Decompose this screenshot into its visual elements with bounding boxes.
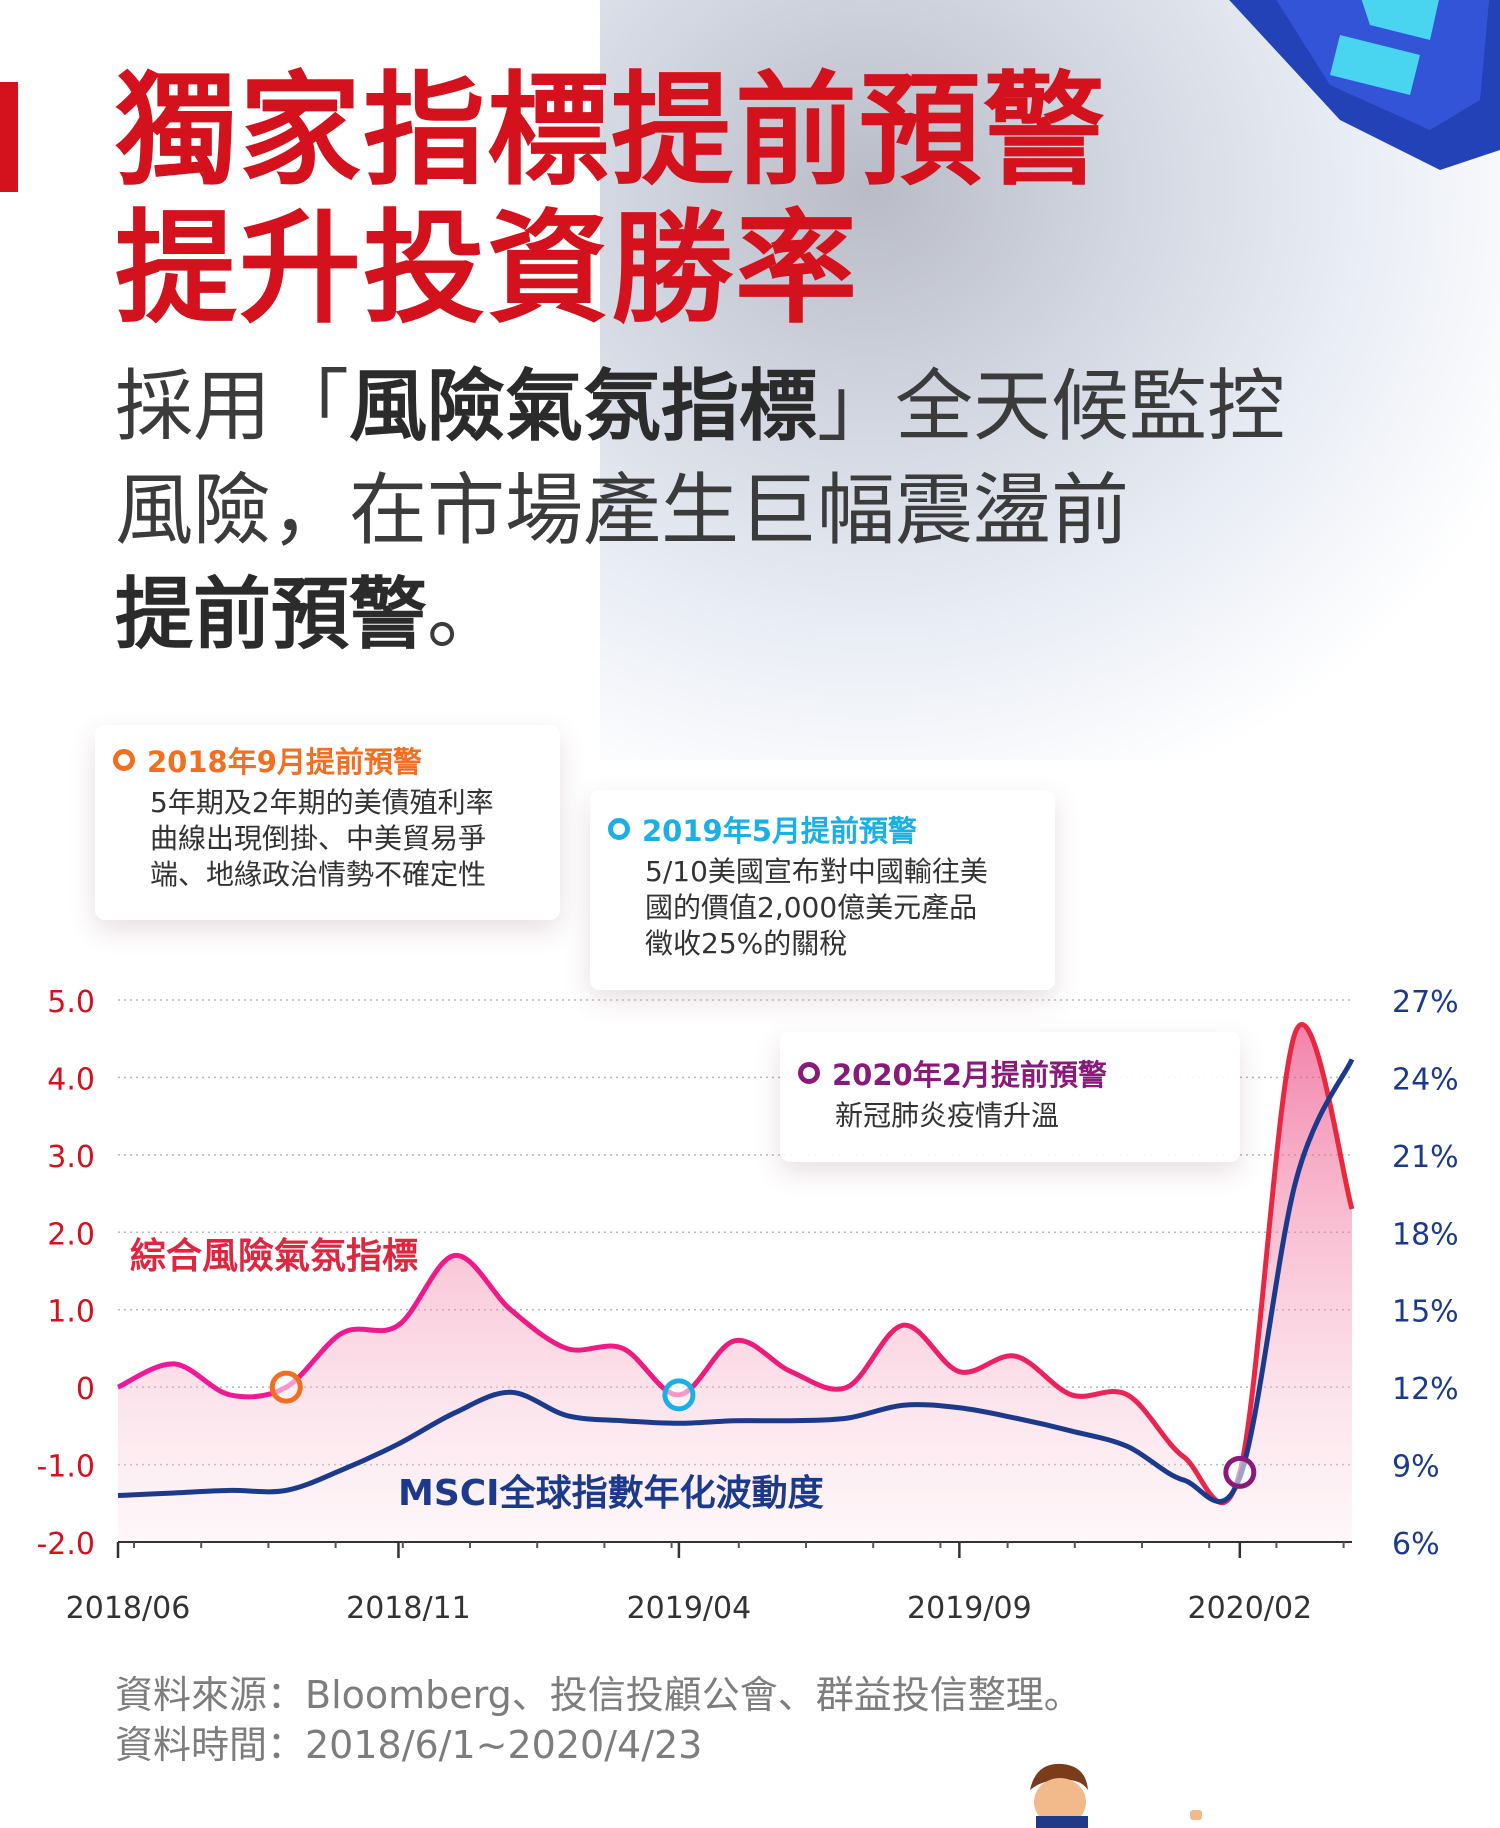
callout-line: 5/10美國宣布對中國輸往美 — [645, 855, 988, 888]
risk-volatility-chart: 5.0 4.0 3.0 2.0 1.0 0 -1.0 -2.0 27% 24% 21% 18% 15%… — [36, 985, 1459, 1626]
background-glow — [600, 0, 1500, 760]
ring-marker-icon — [798, 1062, 820, 1084]
right-axis-tick-label: 27% — [1392, 985, 1459, 1020]
x-axis-tick-label: 2020/02 — [1187, 1591, 1312, 1626]
page-title-line-1: 獨家指標提前預警 — [115, 60, 1107, 202]
left-axis-tick-label: -2.0 — [36, 1527, 95, 1562]
lead-text: 採用「 — [115, 362, 350, 452]
lead-paragraph: 採用「風險氣氛指標」全天候監控 風險，在市場產生巨幅震盪前 提前預警。 — [115, 355, 1415, 667]
callout-body: 新冠肺炎疫情升溫 — [798, 1098, 1222, 1134]
lead-highlight: 提前預警 — [115, 570, 428, 660]
left-axis-tick-label: 5.0 — [47, 985, 95, 1020]
callout-title: 2020年2月提前預警 — [798, 1052, 1222, 1094]
callout-2019-may: 2019年5月提前預警 5/10美國宣布對中國輸往美 國的價值2,000億美元產… — [590, 790, 1055, 990]
title-accent-bar — [0, 82, 18, 192]
right-axis-tick-label: 15% — [1392, 1295, 1459, 1330]
callout-line: 曲線出現倒掛、中美貿易爭 — [150, 822, 487, 855]
series-layer — [116, 1022, 1355, 1542]
left-axis-tick-label: 1.0 — [47, 1295, 95, 1330]
callout-line: 端、地緣政治情勢不確定性 — [150, 858, 487, 891]
callout-title: 2018年9月提前預警 — [113, 739, 542, 781]
lead-text: 風險，在市場產生巨幅震盪前 — [115, 466, 1130, 556]
risk-index-area — [118, 1024, 1352, 1542]
right-axis-tick-label: 6% — [1392, 1527, 1440, 1562]
left-axis-tick-label: -1.0 — [36, 1450, 95, 1485]
x-axis-tick-label: 2018/06 — [66, 1591, 191, 1626]
right-axis-tick-label: 12% — [1392, 1372, 1459, 1407]
right-axis-ticks: 27% 24% 21% 18% 15% 12% 9% 6% — [1392, 985, 1459, 1562]
left-axis-tick-label: 3.0 — [47, 1140, 95, 1175]
right-axis-tick-label: 18% — [1392, 1217, 1459, 1252]
lead-text: 。 — [427, 570, 506, 660]
source-line: 資料來源：Bloomberg、投信投顧公會、群益投信整理。 — [115, 1673, 1082, 1717]
left-axis-tick-label: 2.0 — [47, 1217, 95, 1252]
callout-body: 5年期及2年期的美債殖利率 曲線出現倒掛、中美貿易爭 端、地緣政治情勢不確定性 — [113, 785, 542, 893]
x-axis-tick-label: 2019/04 — [627, 1591, 752, 1626]
left-axis-ticks: 5.0 4.0 3.0 2.0 1.0 0 -1.0 -2.0 — [36, 985, 95, 1562]
left-axis-tick-label: 4.0 — [47, 1062, 95, 1097]
series-label-msci: MSCI全球指數年化波動度 — [398, 1472, 824, 1514]
source-note: 資料來源：Bloomberg、投信投顧公會、群益投信整理。 資料時間：2018/… — [115, 1670, 1082, 1770]
right-axis-tick-label: 9% — [1392, 1450, 1440, 1485]
callout-line: 徵收25%的關稅 — [645, 927, 848, 960]
page-title-line-2: 提升投資勝率 — [115, 198, 859, 340]
callout-title-text: 2018年9月提前預警 — [147, 745, 422, 779]
callout-2018-sep: 2018年9月提前預警 5年期及2年期的美債殖利率 曲線出現倒掛、中美貿易爭 端… — [95, 725, 560, 920]
callout-line: 新冠肺炎疫情升溫 — [835, 1099, 1060, 1132]
callout-title-text: 2020年2月提前預警 — [832, 1058, 1107, 1092]
callout-2020-feb: 2020年2月提前預警 新冠肺炎疫情升溫 — [780, 1032, 1240, 1162]
event-marker-ring — [1223, 1455, 1257, 1489]
msci-volatility-line — [117, 1058, 1355, 1505]
callout-body: 5/10美國宣布對中國輸往美 國的價值2,000億美元產品 徵收25%的關稅 — [608, 854, 1037, 962]
x-axis-tick-label: 2018/11 — [346, 1591, 471, 1626]
ring-marker-icon — [608, 818, 630, 840]
callout-line: 5年期及2年期的美債殖利率 — [150, 786, 494, 819]
lead-text: 」全天候監控 — [817, 362, 1286, 452]
event-marker-ring — [269, 1370, 303, 1404]
x-axis: 2018/06 2018/11 2019/04 2019/09 2020/02 — [66, 1541, 1352, 1626]
right-axis-tick-label: 21% — [1392, 1140, 1459, 1175]
callout-title: 2019年5月提前預警 — [608, 808, 1037, 850]
event-marker-ring — [662, 1378, 696, 1412]
callout-title-text: 2019年5月提前預警 — [642, 814, 917, 848]
date-range-line: 資料時間：2018/6/1~2020/4/23 — [115, 1723, 703, 1767]
callout-line: 國的價值2,000億美元產品 — [645, 891, 978, 924]
event-markers — [269, 1370, 1257, 1489]
phone-illustration — [1229, 0, 1500, 170]
ring-marker-icon — [113, 749, 135, 771]
businessman-illustration — [1030, 1763, 1202, 1828]
series-label-risk: 綜合風險氣氛指標 — [130, 1236, 418, 1277]
left-axis-tick-label: 0 — [76, 1372, 95, 1407]
lead-highlight: 風險氣氛指標 — [349, 362, 818, 452]
x-axis-tick-label: 2019/09 — [907, 1591, 1032, 1626]
right-axis-tick-label: 24% — [1392, 1062, 1459, 1097]
